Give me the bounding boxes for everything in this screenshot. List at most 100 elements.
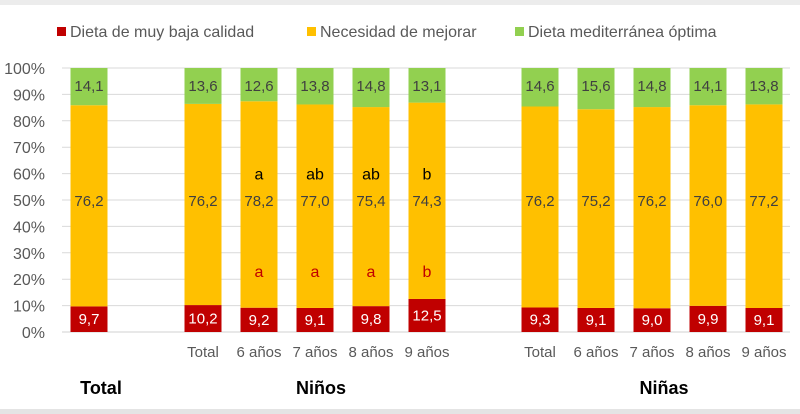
bar-segment-2 — [577, 109, 615, 308]
data-label: 13,8 — [749, 78, 778, 95]
y-tick-label: 50% — [13, 193, 45, 210]
bar-segment-1 — [745, 308, 783, 332]
y-tick-label: 60% — [13, 167, 45, 184]
data-label: 9,2 — [249, 312, 270, 329]
data-label: 75,4 — [356, 193, 385, 210]
x-category-label: 8 años — [685, 344, 730, 361]
bar-segment-3 — [184, 68, 222, 104]
data-label: 9,1 — [586, 312, 607, 329]
data-label: 14,8 — [356, 78, 385, 95]
legend-swatch-2 — [307, 27, 316, 36]
data-label: 75,2 — [581, 193, 610, 210]
legend-label-1: Dieta de muy baja calidad — [70, 24, 254, 41]
data-label: 10,2 — [188, 311, 217, 328]
data-label: 14,1 — [74, 78, 103, 95]
data-label: 76,2 — [74, 193, 103, 210]
y-tick-label: 90% — [13, 87, 45, 104]
x-category-label: 9 años — [404, 344, 449, 361]
bar-segment-2 — [352, 107, 390, 307]
data-label: 14,8 — [637, 78, 666, 95]
legend-swatch-3 — [515, 27, 524, 36]
top-border — [0, 0, 800, 5]
bar-segment-2 — [633, 107, 671, 309]
data-label: 76,2 — [188, 193, 217, 210]
data-label: 9,9 — [698, 311, 719, 328]
y-tick-label: 80% — [13, 114, 45, 131]
bar-segment-1 — [352, 306, 390, 332]
data-label: 76,2 — [525, 193, 554, 210]
x-category-label: Total — [524, 344, 556, 361]
data-label: 14,6 — [525, 78, 554, 95]
data-label: 12,5 — [412, 307, 441, 324]
bar-segment-2 — [521, 106, 559, 308]
data-label: 13,1 — [412, 78, 441, 95]
data-label: 76,2 — [637, 193, 666, 210]
bar-segment-2 — [408, 102, 446, 299]
x-category-label: 8 años — [348, 344, 393, 361]
data-label: 9,8 — [361, 311, 382, 328]
bar-segment-3 — [689, 68, 727, 106]
bar-segment-2 — [689, 105, 727, 306]
data-label: 77,0 — [300, 193, 329, 210]
data-label: 9,0 — [642, 312, 663, 329]
x-category-label: 6 años — [573, 344, 618, 361]
bar-segment-1 — [184, 305, 222, 332]
y-tick-label: 30% — [13, 246, 45, 263]
data-label: 12,6 — [244, 78, 273, 95]
significance-label: ab — [362, 167, 380, 184]
x-category-label: 7 años — [292, 344, 337, 361]
data-label: 76,0 — [693, 193, 722, 210]
bars — [70, 68, 783, 332]
data-label: 9,1 — [754, 312, 775, 329]
x-axis-categories: Total 6 años 7 años 8 años 9 años Total 6 años… — [187, 344, 786, 361]
bar-segment-2 — [745, 104, 783, 309]
x-category-label: 7 años — [629, 344, 674, 361]
bar-segment-2 — [70, 105, 108, 307]
bar-segment-1 — [296, 307, 334, 332]
data-label: 15,6 — [581, 78, 610, 95]
data-label: 9,3 — [530, 312, 551, 329]
bar-segment-3 — [408, 68, 446, 103]
group-labels: Total Niños Niñas — [80, 378, 688, 398]
legend-swatch-1 — [57, 27, 66, 36]
group-label: Niños — [296, 378, 346, 398]
group-label: Total — [80, 378, 122, 398]
bar-segment-3 — [521, 68, 559, 107]
data-label: 9,7 — [79, 311, 100, 328]
significance-label: a — [255, 167, 264, 184]
bar-segment-3 — [240, 68, 278, 102]
bar-segment-3 — [577, 68, 615, 110]
bar-segment-3 — [633, 68, 671, 108]
significance-label: a — [367, 264, 376, 281]
data-label: 13,8 — [300, 78, 329, 95]
bar-segment-3 — [352, 68, 390, 108]
bar-segment-3 — [745, 68, 783, 105]
bar-segment-3 — [70, 68, 108, 106]
legend-label-2: Necesidad de mejorar — [320, 24, 477, 41]
data-label: 74,3 — [412, 193, 441, 210]
y-tick-label: 100% — [4, 61, 45, 78]
y-tick-label: 0% — [22, 325, 45, 342]
significance-label: b — [423, 264, 432, 281]
bar-segment-2 — [240, 101, 278, 308]
data-labels: 9,7 76,2 14,1 10,2 76,2 13,6 9,2 78,2 12,6 a a 9,1 7… — [74, 78, 778, 329]
legend-label-3: Dieta mediterránea óptima — [528, 24, 717, 41]
bar-segment-1 — [577, 307, 615, 332]
bottom-border — [0, 409, 800, 414]
y-tick-label: 10% — [13, 299, 45, 316]
y-tick-label: 70% — [13, 140, 45, 157]
bar-segment-1 — [70, 306, 108, 332]
bar-segment-1 — [408, 298, 446, 332]
y-axis-ticks: 0% 10% 20% 30% 40% 50% 60% 70% 80% 90% 100% — [4, 61, 45, 342]
x-category-label: Total — [187, 344, 219, 361]
group-label: Niñas — [639, 378, 688, 398]
data-label: 13,6 — [188, 78, 217, 95]
data-label: 9,1 — [305, 312, 326, 329]
x-category-label: 9 años — [741, 344, 786, 361]
bar-segment-2 — [296, 104, 334, 308]
bar-segment-3 — [296, 68, 334, 105]
y-tick-label: 40% — [13, 219, 45, 236]
x-category-label: 6 años — [236, 344, 281, 361]
bar-segment-2 — [184, 103, 222, 306]
